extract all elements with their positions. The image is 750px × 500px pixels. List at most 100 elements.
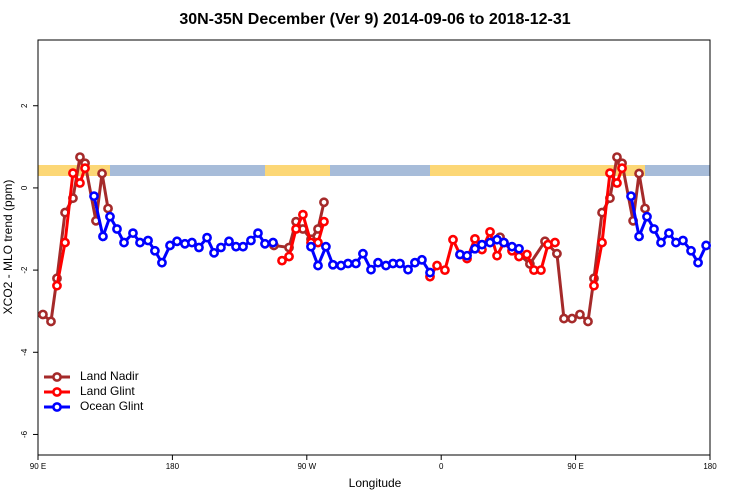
chart-title: 30N-35N December (Ver 9) 2014-09-06 to 2… <box>179 11 570 28</box>
point-marker <box>112 224 122 234</box>
point-marker <box>313 237 323 248</box>
point-marker <box>470 233 480 244</box>
point-marker <box>194 242 204 253</box>
y-axis-label: XCO2 - MLO trend (ppm) <box>1 180 15 315</box>
point-marker <box>605 168 615 179</box>
point-marker <box>224 236 234 247</box>
point-marker <box>202 232 212 243</box>
land-band <box>265 165 330 176</box>
point-marker <box>678 235 688 246</box>
legend-label: Land Glint <box>80 384 135 398</box>
legend-label: Ocean Glint <box>80 399 144 413</box>
point-marker <box>268 237 278 248</box>
point-marker <box>157 257 167 268</box>
point-marker <box>103 203 113 214</box>
point-marker <box>135 237 145 248</box>
point-marker <box>306 241 316 252</box>
point-marker <box>319 197 329 208</box>
point-marker <box>343 258 353 269</box>
point-marker <box>448 234 458 245</box>
point-marker <box>589 280 599 291</box>
point-marker <box>80 163 90 174</box>
plot-frame <box>37 39 711 456</box>
point-marker <box>321 241 331 252</box>
y-tick-label: -2 <box>20 266 29 274</box>
point-marker <box>291 224 301 234</box>
point-marker <box>552 248 562 259</box>
point-marker <box>664 228 674 239</box>
point-marker <box>693 257 703 268</box>
point-marker <box>470 243 480 254</box>
x-axis-label: Longitude <box>349 476 402 490</box>
x-tick-label: 90 E <box>30 462 46 471</box>
point-marker <box>68 168 78 179</box>
point-marker <box>612 152 622 163</box>
point-marker <box>366 264 376 275</box>
point-marker <box>403 264 413 275</box>
point-marker <box>575 309 585 320</box>
point-marker <box>165 240 175 251</box>
point-marker <box>499 237 509 248</box>
point-marker <box>277 255 287 266</box>
point-marker <box>246 235 256 246</box>
y-tick-label: -6 <box>20 430 29 438</box>
point-marker <box>358 248 368 259</box>
point-marker <box>150 245 160 256</box>
point-marker <box>105 211 115 222</box>
point-marker <box>640 203 650 214</box>
point-marker <box>432 260 442 271</box>
point-marker <box>187 237 197 248</box>
point-marker <box>128 228 138 239</box>
point-marker <box>52 280 62 291</box>
point-marker <box>686 245 696 256</box>
y-tick-label: 0 <box>20 185 29 190</box>
point-marker <box>75 178 85 188</box>
point-marker <box>440 265 450 275</box>
point-marker <box>172 236 182 247</box>
point-marker <box>38 309 48 320</box>
point-marker <box>89 191 99 202</box>
point-marker <box>260 238 270 249</box>
point-marker <box>373 257 383 268</box>
point-marker <box>567 313 577 324</box>
point-marker <box>485 226 495 237</box>
point-marker <box>284 251 294 262</box>
point-marker <box>119 237 129 248</box>
x-tick-label: 90 E <box>567 462 583 471</box>
point-marker <box>701 240 712 251</box>
legend-marker <box>52 372 62 382</box>
legend-label: Land Nadir <box>80 369 139 383</box>
point-marker <box>209 247 219 258</box>
point-marker <box>617 163 627 174</box>
x-tick-label: 90 W <box>297 462 316 471</box>
point-marker <box>492 250 502 261</box>
point-marker <box>559 313 569 324</box>
point-marker <box>514 243 524 254</box>
point-marker <box>216 242 226 253</box>
point-marker <box>97 168 107 179</box>
point-marker <box>462 250 472 261</box>
y-tick-label: 2 <box>20 103 29 108</box>
ocean-band <box>38 165 710 176</box>
point-marker <box>626 191 636 202</box>
point-marker <box>60 237 70 248</box>
legend-marker <box>52 387 62 397</box>
point-marker <box>425 267 435 278</box>
point-marker <box>253 228 263 239</box>
x-tick-label: 180 <box>166 462 180 471</box>
point-marker <box>536 265 546 275</box>
legend-marker <box>52 402 62 412</box>
point-marker <box>550 237 560 248</box>
point-marker <box>75 152 85 163</box>
point-marker <box>656 237 666 248</box>
point-marker <box>319 216 329 227</box>
point-marker <box>634 168 644 179</box>
land-band <box>430 165 645 176</box>
point-marker <box>351 258 361 269</box>
x-tick-label: 0 <box>439 462 444 471</box>
point-marker <box>46 316 56 327</box>
point-marker <box>597 237 607 248</box>
point-marker <box>298 209 308 220</box>
point-marker <box>417 254 427 265</box>
